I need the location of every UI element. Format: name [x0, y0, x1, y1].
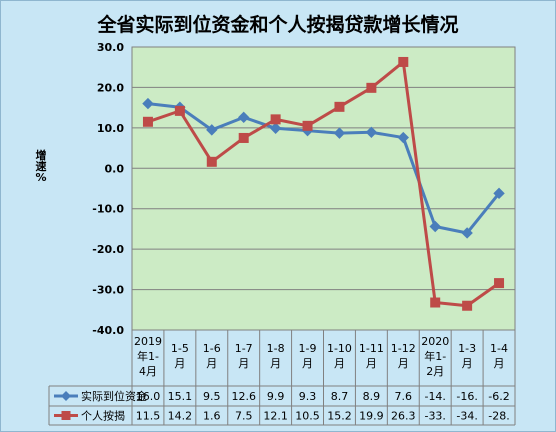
- data-label: 26.3: [391, 410, 416, 423]
- data-label: -28.: [488, 410, 509, 423]
- data-point-1: [334, 101, 345, 112]
- x-tick-label: 1-12: [391, 342, 416, 355]
- data-label: -16.: [456, 390, 477, 403]
- data-label: 15.1: [168, 390, 193, 403]
- x-tick-label: 月: [206, 357, 217, 370]
- x-tick-label: 月: [238, 357, 249, 370]
- data-label: 10.5: [295, 410, 320, 423]
- data-label: -33.: [424, 410, 445, 423]
- x-tick-label: 月: [366, 357, 377, 370]
- legend-label-0: 实际到位资金: [81, 389, 147, 403]
- x-tick-label: 1-11: [359, 342, 384, 355]
- x-tick-label: 1-7: [235, 342, 253, 355]
- data-label: 9.9: [267, 390, 285, 403]
- data-point-0: [429, 220, 441, 233]
- y-tick-label: -30.0: [92, 284, 124, 297]
- data-point-1: [206, 156, 217, 167]
- x-tick-label: 1-3: [458, 342, 476, 355]
- x-tick-label: 月: [270, 357, 281, 370]
- x-tick-label: 2020: [421, 335, 449, 348]
- data-label: 9.3: [299, 390, 317, 403]
- x-tick-label: 年1-: [424, 349, 446, 363]
- data-label: 14.2: [168, 410, 193, 423]
- y-tick-label: 20.0: [97, 81, 124, 94]
- data-point-0: [333, 127, 346, 139]
- legend-label-1: 个人按揭: [81, 409, 125, 423]
- data-label: 8.7: [331, 390, 349, 403]
- legend-marker-0: [61, 391, 71, 401]
- data-point-1: [302, 120, 313, 131]
- data-label: 8.9: [363, 390, 381, 403]
- x-tick-label: 年1-: [137, 349, 159, 363]
- chart-title: 全省实际到位资金和个人按揭贷款增长情况: [97, 14, 459, 36]
- data-label: 7.5: [235, 410, 253, 423]
- data-label: -14.: [424, 390, 445, 403]
- x-tick-label: 月: [398, 357, 409, 370]
- data-label: 7.6: [395, 390, 413, 403]
- data-point-1: [398, 56, 409, 67]
- data-point-0: [142, 97, 154, 110]
- data-label: 9.5: [203, 390, 221, 403]
- y-axis-label: 增速%: [35, 149, 47, 184]
- data-label: 19.9: [359, 410, 384, 423]
- data-point-1: [430, 297, 441, 308]
- x-tick-label: 1-6: [203, 342, 221, 355]
- data-point-1: [142, 116, 153, 127]
- data-point-1: [366, 82, 377, 93]
- y-tick-label: 30.0: [97, 41, 124, 54]
- data-point-0: [397, 131, 409, 144]
- data-point-0: [493, 187, 505, 200]
- x-tick-label: 1-10: [327, 342, 352, 355]
- data-label: 16.0: [136, 390, 161, 403]
- x-tick-label: 1-5: [171, 342, 189, 355]
- data-point-0: [461, 227, 473, 239]
- y-tick-label: 10.0: [97, 122, 124, 135]
- x-tick-label: 月: [462, 357, 473, 370]
- data-label: 12.6: [231, 390, 256, 403]
- y-tick-label: -20.0: [92, 243, 124, 256]
- x-tick-label: 4月: [139, 365, 157, 378]
- data-label: 11.5: [136, 410, 161, 423]
- data-point-1: [238, 132, 249, 143]
- x-tick-label: 月: [302, 357, 313, 370]
- x-tick-label: 1-4: [490, 342, 508, 355]
- data-label: 12.1: [263, 410, 288, 423]
- y-tick-label: -40.0: [92, 324, 124, 337]
- x-tick-label: 月: [174, 357, 185, 370]
- data-point-0: [365, 126, 378, 139]
- data-point-0: [269, 122, 282, 134]
- series-line-0: [147, 102, 501, 235]
- data-label: 1.6: [203, 410, 221, 423]
- data-point-1: [462, 300, 473, 311]
- x-tick-label: 2月: [426, 365, 444, 378]
- x-tick-label: 月: [494, 357, 505, 370]
- y-tick-label: 0.0: [105, 162, 125, 175]
- data-point-0: [206, 124, 218, 136]
- y-tick-label: -10.0: [92, 203, 124, 216]
- data-point-0: [238, 111, 250, 124]
- data-point-1: [174, 105, 185, 116]
- series-line-1: [147, 60, 500, 308]
- x-tick-label: 1-9: [299, 342, 317, 355]
- data-label: -34.: [456, 410, 477, 423]
- data-label: 15.2: [327, 410, 352, 423]
- plot-area: [131, 46, 516, 331]
- x-tick-label: 1-8: [267, 342, 285, 355]
- data-point-1: [270, 114, 281, 125]
- x-tick-label: 月: [334, 357, 345, 370]
- legend-marker-1: [61, 411, 71, 420]
- data-label: -6.2: [488, 390, 509, 403]
- x-tick-label: 2019: [134, 335, 162, 348]
- data-point-1: [494, 278, 505, 289]
